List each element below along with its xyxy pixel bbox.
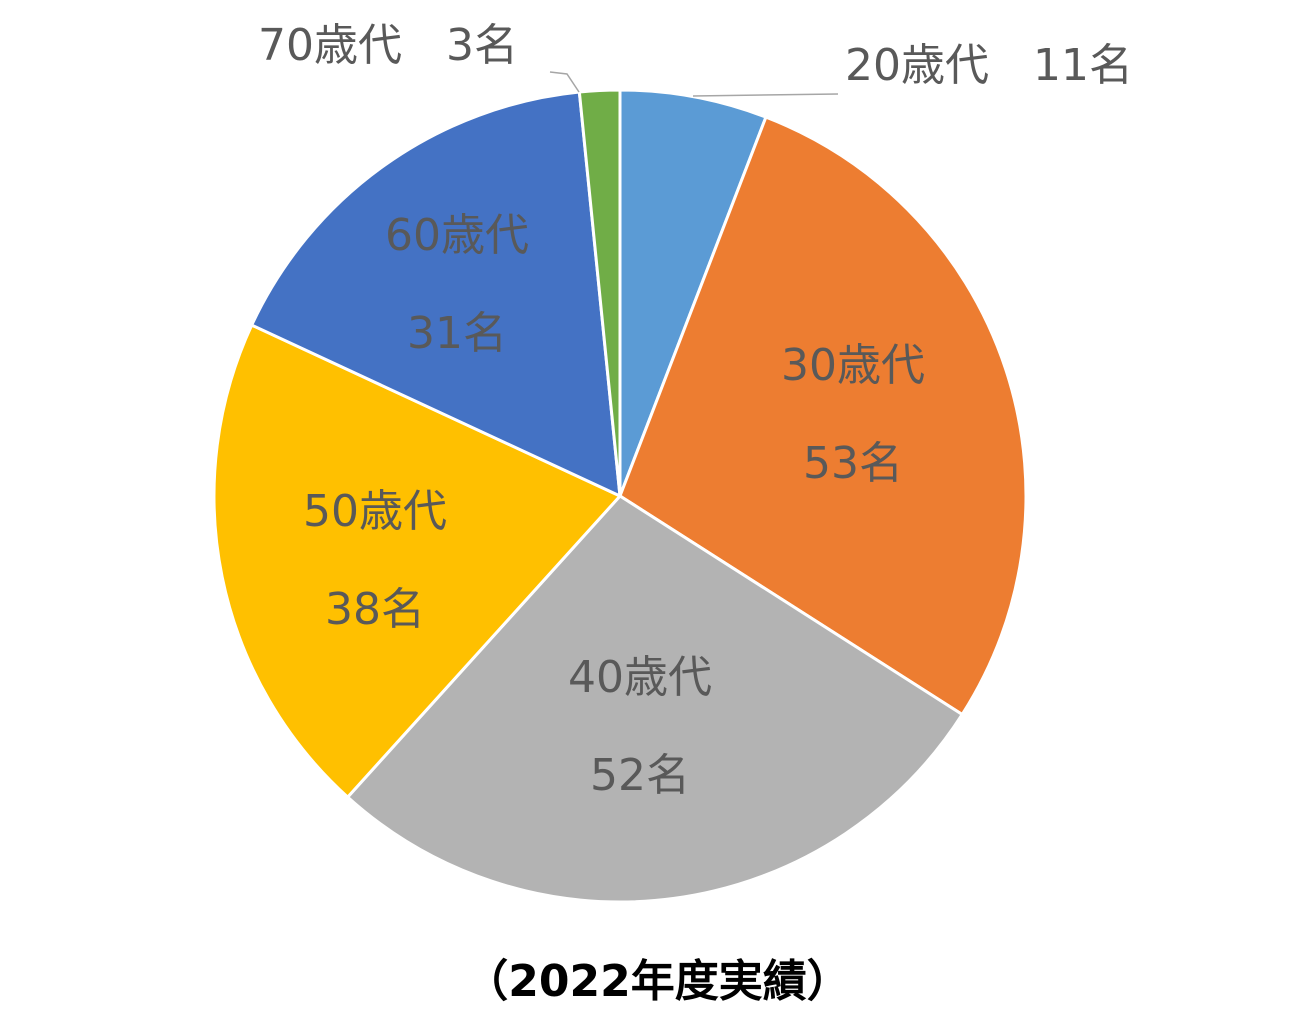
- slice-value-label: 38名: [325, 584, 425, 635]
- pie-slice-1: [618, 88, 768, 497]
- slice-category-label: 40歳代: [568, 652, 712, 703]
- pie-slice-4: [212, 323, 623, 800]
- chart-caption: （2022年度実績）: [464, 956, 851, 1007]
- slice-outside-label: 20歳代 11名: [845, 40, 1133, 91]
- slice-category-label: 30歳代: [781, 340, 925, 391]
- pie-slices: [212, 88, 1028, 904]
- leader-line: [549, 71, 580, 93]
- leader-lines: [549, 71, 839, 97]
- pie-slice-5: [249, 90, 622, 499]
- slice-category-label: 60歳代: [385, 210, 529, 261]
- slice-labels: 20歳代 11名 30歳代 53名 40歳代 52名 50歳代 38名 60歳代 31名 70歳代…: [258, 20, 1133, 801]
- slice-value-label: 31名: [407, 308, 507, 359]
- pie-slice-6: [577, 88, 622, 497]
- slice-value-label: 53名: [803, 438, 903, 489]
- slice-value-label: 52名: [590, 750, 690, 801]
- leader-line: [692, 93, 839, 97]
- slice-category-label: 50歳代: [303, 486, 447, 537]
- slice-outside-label: 70歳代 3名: [258, 20, 518, 71]
- pie-slice-2: [618, 115, 1028, 717]
- pie-slice-3: [345, 494, 965, 904]
